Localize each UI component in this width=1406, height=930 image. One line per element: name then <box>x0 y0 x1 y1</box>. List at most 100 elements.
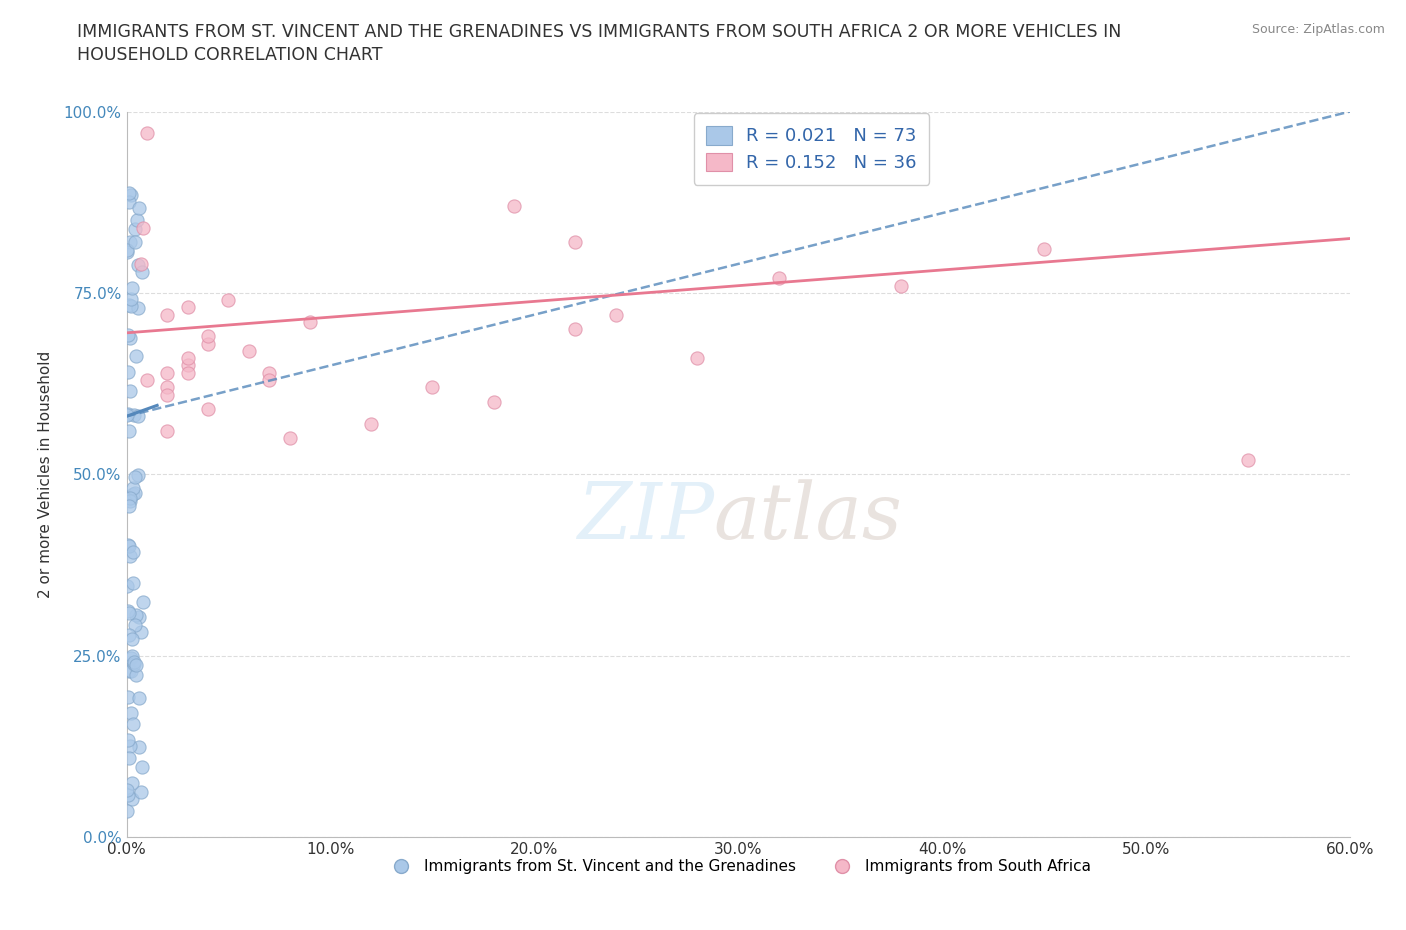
Point <box>135 373 157 388</box>
Point <box>118 498 141 513</box>
Point <box>124 485 146 500</box>
Point <box>124 470 146 485</box>
Point <box>122 657 145 671</box>
Point <box>121 486 143 501</box>
Point <box>278 431 301 445</box>
Point <box>1033 242 1056 257</box>
Point <box>118 538 141 553</box>
Point <box>299 314 322 329</box>
Point <box>259 373 281 388</box>
Point <box>118 605 141 620</box>
Text: IMMIGRANTS FROM ST. VINCENT AND THE GRENADINES VS IMMIGRANTS FROM SOUTH AFRICA 2: IMMIGRANTS FROM ST. VINCENT AND THE GREN… <box>77 23 1122 41</box>
Point <box>132 220 155 235</box>
Point <box>120 664 142 679</box>
Point <box>156 307 179 322</box>
Point <box>156 379 179 394</box>
Point <box>121 649 143 664</box>
Point <box>118 298 141 312</box>
Point <box>115 408 138 423</box>
Point <box>115 804 138 818</box>
Point <box>125 348 148 363</box>
Point <box>120 383 142 398</box>
Point <box>748 123 770 138</box>
Point <box>127 213 149 228</box>
Point <box>115 782 138 797</box>
Point <box>564 234 586 249</box>
Point <box>118 423 141 438</box>
Point <box>117 690 139 705</box>
Point <box>890 278 912 293</box>
Point <box>177 300 200 315</box>
Point <box>768 271 790 286</box>
Point <box>135 126 157 140</box>
Point <box>259 365 281 380</box>
Point <box>120 291 142 306</box>
Point <box>124 234 146 249</box>
Point <box>118 186 141 201</box>
Point <box>120 299 142 313</box>
Point <box>128 690 150 705</box>
Point <box>117 578 139 593</box>
Point <box>115 245 138 259</box>
Point <box>217 293 239 308</box>
Point <box>120 650 142 665</box>
Point <box>360 416 382 431</box>
Point <box>129 785 152 800</box>
Point <box>117 243 139 258</box>
Point <box>177 351 200 365</box>
Point <box>238 343 260 358</box>
Point <box>121 632 143 647</box>
Legend: Immigrants from St. Vincent and the Grenadines, Immigrants from South Africa: Immigrants from St. Vincent and the Gren… <box>380 853 1097 880</box>
Point <box>117 365 139 379</box>
Point <box>122 716 145 731</box>
Point <box>124 658 146 672</box>
Point <box>125 607 148 622</box>
Point <box>131 759 153 774</box>
Point <box>122 408 145 423</box>
Point <box>605 307 627 322</box>
Point <box>127 409 149 424</box>
Point <box>482 394 505 409</box>
Point <box>122 576 145 591</box>
Point <box>686 351 709 365</box>
Point <box>120 494 142 509</box>
Point <box>118 738 141 753</box>
Point <box>124 618 146 632</box>
Point <box>131 594 153 609</box>
Point <box>890 123 912 138</box>
Point <box>156 387 179 402</box>
Point <box>121 481 143 496</box>
Point <box>128 300 150 315</box>
Point <box>117 788 139 803</box>
Point <box>503 198 526 213</box>
Point <box>125 668 148 683</box>
Point <box>177 365 200 380</box>
Point <box>127 258 149 272</box>
Point <box>118 751 141 765</box>
Point <box>121 281 143 296</box>
Point <box>120 235 142 250</box>
Y-axis label: 2 or more Vehicles in Household: 2 or more Vehicles in Household <box>38 351 52 598</box>
Point <box>129 625 152 640</box>
Point <box>121 791 143 806</box>
Point <box>121 776 143 790</box>
Point <box>177 358 200 373</box>
Point <box>197 402 219 417</box>
Point <box>128 609 150 624</box>
Point <box>129 257 152 272</box>
Point <box>120 706 142 721</box>
Point <box>120 331 142 346</box>
Point <box>197 329 219 344</box>
Point <box>124 221 146 236</box>
Point <box>1237 452 1260 467</box>
Point <box>156 423 179 438</box>
Text: atlas: atlas <box>714 480 903 556</box>
Point <box>117 663 139 678</box>
Point <box>118 194 141 209</box>
Text: ZIP: ZIP <box>576 480 714 556</box>
Point <box>422 379 444 394</box>
Text: HOUSEHOLD CORRELATION CHART: HOUSEHOLD CORRELATION CHART <box>77 46 382 64</box>
Point <box>122 544 145 559</box>
Point <box>117 538 139 552</box>
Point <box>124 655 146 670</box>
